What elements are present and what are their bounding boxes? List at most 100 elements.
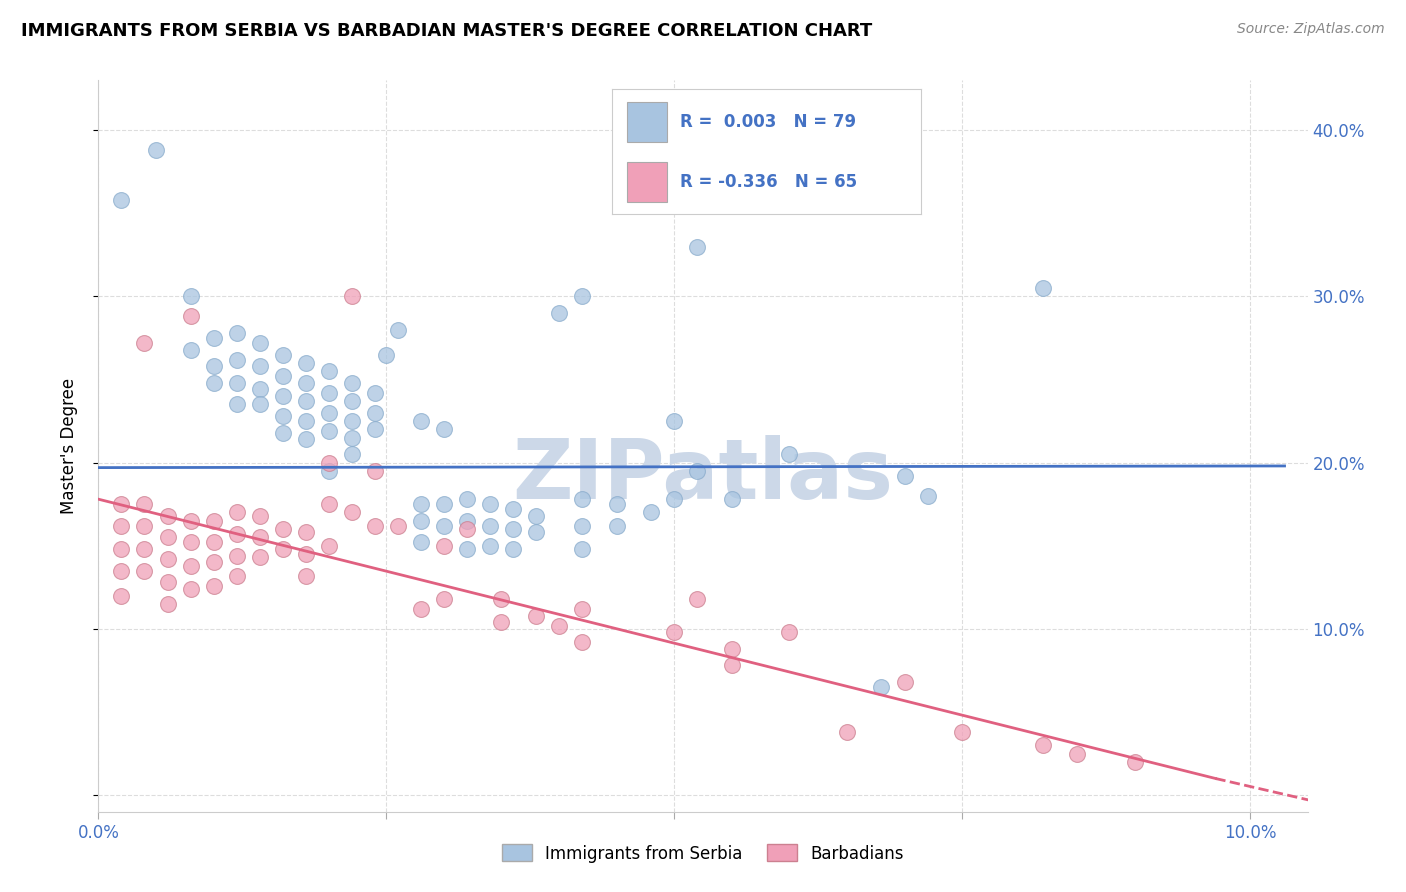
Point	[202, 376, 225, 390]
Point	[134, 335, 156, 350]
Point	[409, 602, 432, 616]
Point	[502, 542, 524, 557]
FancyBboxPatch shape	[627, 161, 668, 202]
Point	[893, 469, 915, 483]
Point	[318, 406, 340, 420]
Point	[778, 625, 800, 640]
Point	[249, 335, 271, 350]
Point	[720, 658, 742, 673]
Point	[134, 542, 156, 557]
Point	[202, 535, 225, 549]
Point	[917, 489, 939, 503]
Point	[225, 397, 247, 411]
Point	[180, 310, 202, 324]
Point	[375, 347, 398, 362]
Point	[502, 522, 524, 536]
Point	[606, 518, 628, 533]
Point	[249, 508, 271, 523]
Point	[664, 625, 686, 640]
Point	[318, 464, 340, 478]
Point	[180, 514, 202, 528]
Point	[318, 364, 340, 378]
Point	[686, 239, 709, 253]
Point	[202, 579, 225, 593]
Point	[456, 542, 478, 557]
Point	[294, 414, 316, 428]
Point	[835, 725, 858, 739]
Point	[524, 608, 547, 623]
Point	[524, 525, 547, 540]
Point	[571, 289, 593, 303]
Point	[387, 323, 409, 337]
Text: Source: ZipAtlas.com: Source: ZipAtlas.com	[1237, 22, 1385, 37]
Point	[1066, 747, 1088, 761]
Point	[571, 492, 593, 507]
Point	[134, 518, 156, 533]
Point	[180, 535, 202, 549]
Point	[156, 530, 179, 544]
Point	[271, 409, 294, 423]
Point	[202, 331, 225, 345]
Point	[271, 542, 294, 557]
Text: IMMIGRANTS FROM SERBIA VS BARBADIAN MASTER'S DEGREE CORRELATION CHART: IMMIGRANTS FROM SERBIA VS BARBADIAN MAST…	[21, 22, 872, 40]
Point	[409, 497, 432, 511]
Point	[364, 406, 387, 420]
Point	[225, 549, 247, 563]
Point	[110, 542, 132, 557]
Point	[456, 522, 478, 536]
Point	[606, 497, 628, 511]
Point	[364, 518, 387, 533]
Point	[720, 492, 742, 507]
Point	[249, 550, 271, 565]
Point	[180, 289, 202, 303]
Point	[548, 306, 571, 320]
Point	[364, 422, 387, 436]
Point	[202, 555, 225, 569]
Point	[271, 389, 294, 403]
Point	[156, 597, 179, 611]
Point	[456, 492, 478, 507]
Point	[640, 506, 662, 520]
Point	[433, 518, 456, 533]
Point	[571, 542, 593, 557]
Point	[433, 422, 456, 436]
Point	[340, 394, 363, 409]
Point	[318, 539, 340, 553]
Point	[156, 508, 179, 523]
Point	[686, 591, 709, 606]
Point	[686, 464, 709, 478]
Point	[225, 568, 247, 582]
Point	[110, 589, 132, 603]
Point	[409, 414, 432, 428]
Point	[664, 414, 686, 428]
Point	[502, 502, 524, 516]
Point	[1032, 281, 1054, 295]
Point	[870, 680, 893, 694]
Point	[1123, 755, 1146, 769]
Point	[110, 518, 132, 533]
Point	[110, 193, 132, 207]
Point	[294, 356, 316, 370]
Point	[318, 456, 340, 470]
Point	[134, 564, 156, 578]
Point	[225, 352, 247, 367]
Point	[294, 568, 316, 582]
Point	[271, 369, 294, 384]
Point	[294, 547, 316, 561]
Point	[180, 343, 202, 357]
Point	[156, 575, 179, 590]
Point	[110, 497, 132, 511]
Point	[318, 385, 340, 400]
Point	[340, 289, 363, 303]
Point	[225, 527, 247, 541]
Point	[491, 591, 513, 606]
Point	[249, 359, 271, 374]
Point	[145, 143, 167, 157]
Point	[364, 464, 387, 478]
Point	[491, 615, 513, 630]
Point	[778, 447, 800, 461]
Point	[548, 618, 571, 632]
Point	[134, 497, 156, 511]
Point	[340, 447, 363, 461]
Point	[409, 514, 432, 528]
